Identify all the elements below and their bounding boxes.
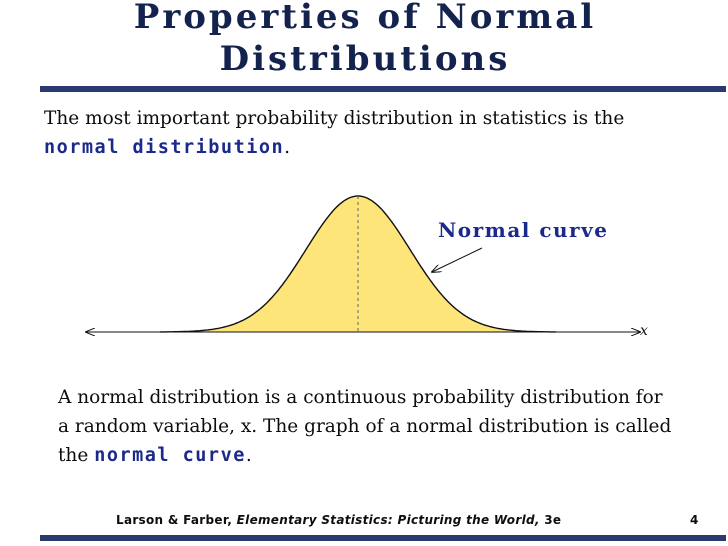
footer-divider	[40, 535, 726, 541]
footer-edition: 3e	[539, 513, 562, 527]
intro-emphasis: normal distribution	[44, 137, 285, 158]
intro-end: .	[284, 137, 291, 158]
page-number: 4	[690, 513, 699, 527]
slide-title: Properties of Normal Distributions	[133, 0, 597, 79]
footer-authors: Larson & Farber,	[116, 513, 237, 527]
intro-paragraph: The most important probability distribut…	[44, 104, 644, 162]
footer-citation: Larson & Farber, Elementary Statistics: …	[116, 513, 596, 527]
title-divider	[40, 86, 726, 92]
definition-paragraph: A normal distribution is a continuous pr…	[58, 383, 678, 470]
definition-emphasis: normal curve	[94, 445, 246, 466]
curve-label: Normal curve	[438, 218, 609, 242]
footer-book-title: Elementary Statistics: Picturing the Wor…	[236, 513, 540, 527]
curve-label-pointer	[432, 247, 483, 272]
intro-text: The most important probability distribut…	[44, 108, 625, 129]
definition-end: .	[245, 445, 252, 466]
x-axis-label: x	[640, 323, 648, 339]
definition-text: A normal distribution is a continuous pr…	[58, 387, 672, 466]
